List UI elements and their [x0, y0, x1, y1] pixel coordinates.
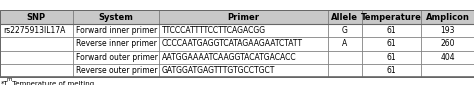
Text: Reverse inner primer: Reverse inner primer: [76, 40, 156, 48]
Bar: [159, 24, 328, 37]
Bar: [73, 37, 159, 51]
Bar: [159, 37, 328, 51]
Text: Amplicon: Amplicon: [426, 13, 470, 22]
Text: Primer: Primer: [228, 13, 259, 22]
Bar: [0, 10, 73, 24]
Bar: [159, 10, 328, 24]
Text: TTCCCATTTTCCTTCAGACGG: TTCCCATTTTCCTTCAGACGG: [162, 26, 266, 35]
Bar: [159, 51, 328, 64]
Text: AATGGAAAATCAAGGTACATGACACC: AATGGAAAATCAAGGTACATGACACC: [162, 53, 297, 62]
Text: 61: 61: [387, 40, 396, 48]
Bar: [421, 51, 474, 64]
Bar: [73, 64, 159, 77]
Bar: [328, 24, 362, 37]
Bar: [159, 64, 328, 77]
Text: Forward inner primer: Forward inner primer: [76, 26, 157, 35]
Text: 61: 61: [387, 53, 396, 62]
Text: 260: 260: [440, 40, 455, 48]
Bar: [0, 51, 73, 64]
Bar: [328, 37, 362, 51]
Text: CCCCAATGAGGTCATAGAAGAATCTATT: CCCCAATGAGGTCATAGAAGAATCTATT: [162, 40, 303, 48]
Text: Reverse outer primer: Reverse outer primer: [76, 66, 157, 75]
Text: A: A: [342, 40, 347, 48]
Text: *T: *T: [1, 81, 9, 85]
Bar: [362, 10, 421, 24]
Bar: [0, 64, 73, 77]
Text: 61: 61: [387, 66, 396, 75]
Bar: [0, 37, 73, 51]
Bar: [421, 24, 474, 37]
Text: m: m: [7, 77, 12, 82]
Bar: [421, 37, 474, 51]
Bar: [362, 64, 421, 77]
Text: System: System: [99, 13, 134, 22]
Bar: [328, 10, 362, 24]
Bar: [421, 64, 474, 77]
Text: Forward outer primer: Forward outer primer: [76, 53, 157, 62]
Text: SNP: SNP: [27, 13, 46, 22]
Bar: [362, 51, 421, 64]
Text: 61: 61: [387, 26, 396, 35]
Text: Temperature: Temperature: [361, 13, 422, 22]
Bar: [328, 64, 362, 77]
Text: G: G: [342, 26, 348, 35]
Bar: [362, 24, 421, 37]
Bar: [421, 10, 474, 24]
Text: GATGGATGAGTTTGTGCCTGCT: GATGGATGAGTTTGTGCCTGCT: [162, 66, 275, 75]
Text: Temperature of melting: Temperature of melting: [10, 81, 94, 85]
Bar: [73, 51, 159, 64]
Bar: [73, 10, 159, 24]
Text: 193: 193: [440, 26, 455, 35]
Bar: [73, 24, 159, 37]
Text: Allele: Allele: [331, 13, 358, 22]
Bar: [0, 10, 474, 77]
Bar: [0, 24, 73, 37]
Text: 404: 404: [440, 53, 455, 62]
Bar: [362, 37, 421, 51]
Text: rs2275913IL17A: rs2275913IL17A: [3, 26, 65, 35]
Bar: [328, 51, 362, 64]
